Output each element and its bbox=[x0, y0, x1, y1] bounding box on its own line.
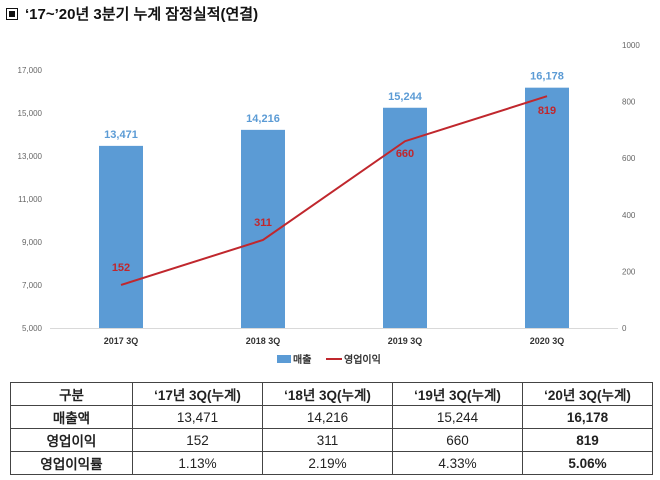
right-axis-tick: 1000 bbox=[622, 41, 640, 50]
table-cell: 13,471 bbox=[131, 405, 263, 429]
combo-chart: 5,000 7,000 9,000 11,000 13,000 15,000 17,000 0… bbox=[18, 41, 641, 366]
line-data-label: 819 bbox=[538, 105, 556, 117]
legend-label-profit: 영업이익 bbox=[344, 353, 381, 366]
column-header: 구분 bbox=[10, 382, 133, 406]
x-axis-tick: 2018 3Q bbox=[246, 336, 281, 346]
column-header: ‘20년 3Q(누계) bbox=[521, 382, 654, 406]
bar-sales bbox=[525, 87, 569, 328]
results-table: 구분 ‘17년 3Q(누계) ‘18년 3Q(누계) ‘19년 3Q(누계) ‘20년 … bbox=[10, 382, 654, 475]
table-cell: 152 bbox=[131, 428, 263, 452]
legend-label-sales: 매출 bbox=[293, 353, 311, 366]
right-axis-tick: 0 bbox=[622, 324, 627, 333]
line-data-label: 660 bbox=[396, 148, 414, 160]
right-axis-tick: 800 bbox=[622, 98, 636, 107]
title-text: ‘17~’20년 3분기 누계 잠정실적(연결) bbox=[25, 6, 259, 23]
line-data-label: 311 bbox=[254, 217, 272, 229]
line-operating-profit bbox=[120, 95, 548, 286]
table-row: 매출액 13,471 14,216 15,244 16,178 bbox=[10, 405, 654, 429]
row-header: 영업이익 bbox=[10, 428, 133, 452]
table-cell: 4.33% bbox=[391, 451, 523, 475]
bar-data-label: 15,244 bbox=[388, 91, 423, 103]
left-axis-tick: 7,000 bbox=[22, 281, 43, 290]
table-cell: 16,178 bbox=[521, 405, 654, 429]
right-axis-tick: 200 bbox=[622, 267, 636, 276]
x-axis-tick: 2017 3Q bbox=[104, 336, 139, 346]
table-cell: 14,216 bbox=[261, 405, 393, 429]
bar-sales bbox=[383, 107, 427, 328]
table-cell: 15,244 bbox=[391, 405, 523, 429]
left-axis-tick: 9,000 bbox=[22, 238, 43, 247]
table-cell: 660 bbox=[391, 428, 523, 452]
line-data-label: 152 bbox=[112, 262, 130, 274]
column-header: ‘17년 3Q(누계) bbox=[131, 382, 263, 406]
table-cell: 819 bbox=[521, 428, 654, 452]
table-cell: 2.19% bbox=[261, 451, 393, 475]
x-axis-tick: 2019 3Q bbox=[388, 336, 423, 346]
row-header: 매출액 bbox=[10, 405, 133, 429]
table-cell: 311 bbox=[261, 428, 393, 452]
column-header: ‘18년 3Q(누계) bbox=[261, 382, 393, 406]
bar-sales bbox=[99, 145, 143, 328]
bar-data-label: 13,471 bbox=[104, 129, 138, 141]
right-axis-tick: 600 bbox=[622, 154, 636, 163]
left-axis-tick: 15,000 bbox=[18, 109, 43, 118]
bar-data-label: 14,216 bbox=[246, 113, 280, 125]
table-row: 영업이익 152 311 660 819 bbox=[10, 428, 654, 452]
table-cell: 5.06% bbox=[521, 451, 654, 475]
legend-swatch-sales bbox=[277, 355, 291, 363]
bar-data-label: 16,178 bbox=[530, 71, 564, 83]
x-axis-tick: 2020 3Q bbox=[530, 336, 565, 346]
table-cell: 1.13% bbox=[131, 451, 263, 475]
table-row: 영업이익률 1.13% 2.19% 4.33% 5.06% bbox=[10, 451, 654, 475]
row-header: 영업이익률 bbox=[10, 451, 133, 475]
left-axis-tick: 5,000 bbox=[22, 324, 43, 333]
left-axis-tick: 17,000 bbox=[18, 66, 43, 75]
left-axis-tick: 11,000 bbox=[18, 195, 42, 204]
chart-title: ‘17~’20년 3분기 누계 잠정실적(연결) bbox=[6, 3, 258, 24]
table-header-row: 구분 ‘17년 3Q(누계) ‘18년 3Q(누계) ‘19년 3Q(누계) ‘20년 … bbox=[10, 382, 654, 406]
square-bullet-icon bbox=[6, 7, 18, 20]
column-header: ‘19년 3Q(누계) bbox=[391, 382, 523, 406]
left-axis-tick: 13,000 bbox=[18, 152, 43, 161]
right-axis-tick: 400 bbox=[622, 211, 636, 220]
